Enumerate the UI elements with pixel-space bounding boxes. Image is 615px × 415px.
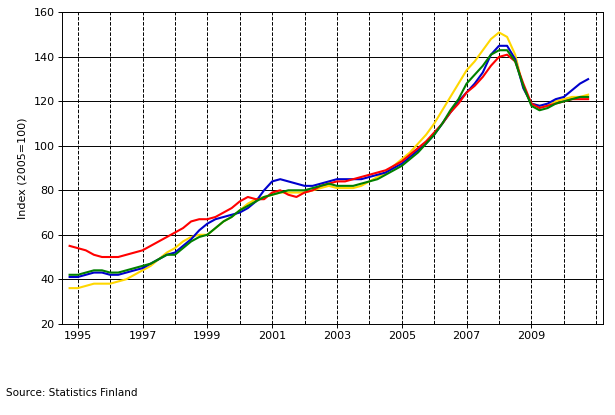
Text: Source: Statistics Finland: Source: Statistics Finland [6,388,138,398]
Y-axis label: Index (2005=100): Index (2005=100) [18,117,28,219]
